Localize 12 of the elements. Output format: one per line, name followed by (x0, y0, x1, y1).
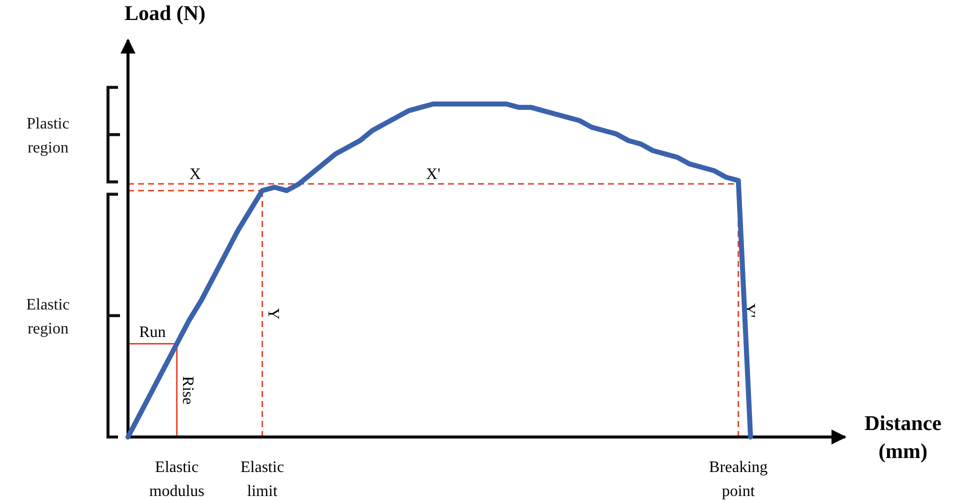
ref-line-label: Rise (178, 376, 196, 405)
ref-line-label: Run (139, 324, 166, 341)
text: Plastic region (26, 116, 70, 157)
ref-line-label: X (189, 166, 202, 183)
y-axis-title: Load (N) (124, 1, 206, 25)
x-axis-title: Distance (mm) (864, 411, 942, 463)
x-tick-label: Elastic modulus (149, 459, 204, 500)
ref-line-label: X' (426, 166, 441, 183)
x-tick-label: Breaking point (709, 459, 768, 500)
x-tick-label: Elastic limit (240, 459, 284, 500)
text: Elastic region (26, 296, 70, 338)
ref-line-label: Y (264, 308, 282, 320)
